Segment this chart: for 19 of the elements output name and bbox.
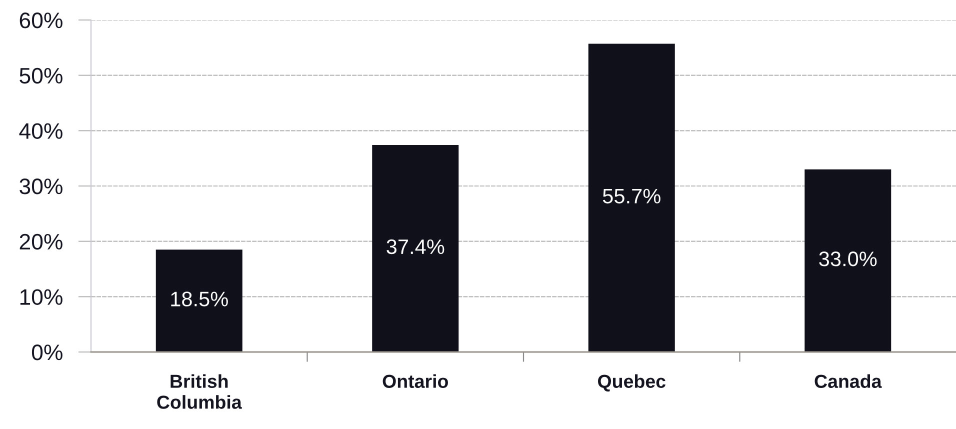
y-tick-label: 50% bbox=[20, 68, 62, 84]
x-tick-label: British Columbia bbox=[157, 374, 242, 409]
x-tick-label: Quebec bbox=[598, 374, 666, 392]
bar bbox=[156, 250, 242, 352]
x-tick-label: Canada bbox=[814, 374, 882, 388]
data-label: 37.4% bbox=[386, 239, 444, 254]
y-tick-label: 40% bbox=[19, 123, 62, 139]
y-tick-label: 10% bbox=[20, 289, 62, 305]
y-tick-label: 0% bbox=[32, 344, 62, 360]
bar bbox=[804, 169, 892, 352]
y-tick-label: 60% bbox=[20, 12, 62, 28]
data-label: 33.0% bbox=[819, 252, 877, 266]
data-label: 55.7% bbox=[602, 188, 660, 204]
bar bbox=[372, 145, 459, 352]
bar bbox=[588, 44, 675, 352]
y-tick-label: 30% bbox=[20, 178, 62, 194]
y-tick-label: 20% bbox=[20, 234, 62, 250]
data-label: 18.5% bbox=[171, 292, 228, 306]
x-tick-label: Ontario bbox=[382, 374, 448, 388]
